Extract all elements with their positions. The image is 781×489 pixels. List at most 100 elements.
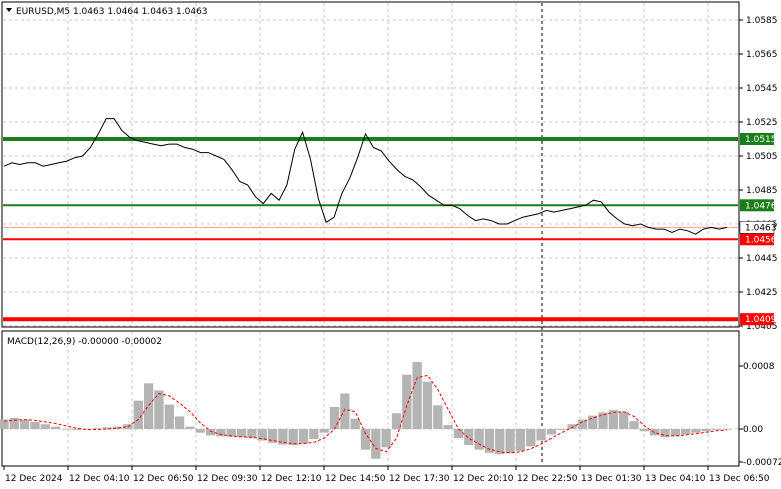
macd-bar [722, 429, 732, 430]
x-tick-label: 13 Dec 06:50 [709, 474, 770, 484]
macd-bar [453, 429, 464, 439]
x-tick-label: 12 Dec 04:10 [69, 474, 130, 484]
y-tick-label: 1.0425 [746, 288, 778, 298]
macd-bar [660, 429, 670, 438]
macd-bar [319, 429, 329, 433]
macd-bar [670, 429, 681, 437]
macd-series [0, 362, 732, 459]
macd-bar [247, 429, 257, 439]
macd-bar [474, 429, 484, 450]
level-tag-label: 1.0456 [745, 235, 777, 245]
macd-bar [20, 419, 30, 429]
macd-bar [257, 429, 267, 441]
macd-bar [639, 429, 650, 432]
macd-bar [360, 429, 371, 450]
macd-bar [567, 424, 577, 429]
macd-bar [371, 429, 381, 459]
x-tick-label: 13 Dec 01:30 [581, 474, 642, 484]
macd-bar [340, 393, 350, 429]
level-lines [3, 137, 738, 322]
macd-bar [185, 426, 195, 429]
macd-bar [40, 424, 50, 429]
y-tick-label: 1.0505 [746, 152, 778, 162]
x-tick-label: 12 Dec 12:10 [261, 474, 322, 484]
macd-bar [577, 419, 588, 429]
macd-bar [236, 429, 247, 438]
macd-bar [9, 417, 19, 429]
macd-plot-frame [1, 330, 740, 467]
macd-bar [92, 428, 102, 429]
x-tick-label: 12 Dec 06:50 [133, 474, 194, 484]
macd-bar [30, 421, 40, 429]
macd-bar [174, 416, 185, 429]
y-tick-label: 1.0525 [746, 118, 778, 128]
macd-bar [267, 429, 278, 443]
macd-bar [298, 429, 309, 444]
macd-bar [309, 429, 319, 440]
macd-bar [422, 381, 433, 429]
macd-bar [0, 419, 9, 429]
macd-bar [598, 412, 608, 429]
macd-bar [381, 429, 391, 448]
macd-y-tick-label: -0.00072 [743, 458, 781, 468]
macd-bar [195, 429, 205, 433]
macd-bar [484, 429, 495, 453]
macd-y-tick-label: 0.00 [743, 425, 763, 435]
macd-bar [402, 374, 412, 429]
macd-bar [588, 415, 598, 429]
y-tick-label: 1.0565 [746, 50, 778, 60]
macd-bar [608, 410, 619, 429]
price-line [3, 118, 728, 235]
macd-bar [681, 429, 691, 435]
chart-header: EURUSD,M5 1.0463 1.0464 1.0463 1.0463 [16, 7, 208, 17]
x-tick-label: 12 Dec 2024 [5, 474, 63, 484]
level-tag-label: 1.0515 [745, 135, 777, 145]
macd-header: MACD(12,26,9) -0.00000 -0.00002 [7, 337, 162, 347]
macd-bar [391, 413, 402, 429]
macd-bar [691, 429, 701, 433]
x-tick-label: 12 Dec 22:50 [517, 474, 578, 484]
macd-bar [505, 429, 515, 454]
macd-bar [329, 406, 340, 429]
level-tag-1.0476 [740, 199, 774, 212]
macd-bar [205, 429, 216, 436]
level-tag-1.0456 [740, 233, 774, 246]
macd-bar [546, 429, 557, 435]
price-series [3, 118, 728, 235]
triangle-down-icon[interactable] [6, 8, 12, 12]
level-tag-1.0515 [740, 133, 774, 145]
macd-bar [712, 429, 722, 430]
macd-bar [50, 426, 61, 429]
macd-bar [216, 429, 226, 437]
macd-bar [515, 429, 526, 451]
macd-bar [133, 400, 143, 429]
macd-bar [226, 429, 236, 437]
macd-bar [81, 429, 92, 430]
bid-tag-label: 1.0463 [745, 223, 777, 233]
level-tag-label: 1.0476 [745, 201, 777, 211]
macd-bar [557, 429, 567, 430]
y-tick-label: 1.0545 [746, 84, 778, 94]
macd-bar [164, 404, 174, 429]
macd-bar [112, 426, 123, 429]
macd-bar [61, 429, 71, 430]
macd-bar [154, 390, 164, 429]
price-plot-frame [1, 1, 740, 328]
macd-bar [619, 411, 629, 429]
x-tick-label: 12 Dec 14:50 [325, 474, 386, 484]
macd-y-tick-label: 0.0008 [743, 362, 775, 372]
price-tags: 1.0515 1.0476 1.0456 1.0409 1.0463 [739, 133, 777, 326]
macd-bar [495, 429, 505, 455]
x-tick-label: 12 Dec 17:30 [389, 474, 450, 484]
macd-bar [350, 418, 360, 429]
x-tick-label: 12 Dec 20:10 [453, 474, 514, 484]
macd-bar [433, 405, 443, 429]
macd-bar [536, 429, 546, 441]
y-tick-label: 1.0405 [746, 322, 778, 332]
macd-signal-line [3, 374, 728, 454]
bid-tag [739, 221, 775, 234]
level-tag-1.0409 [740, 313, 774, 326]
macd-bar [71, 429, 81, 430]
x-tick-label: 12 Dec 09:30 [197, 474, 258, 484]
